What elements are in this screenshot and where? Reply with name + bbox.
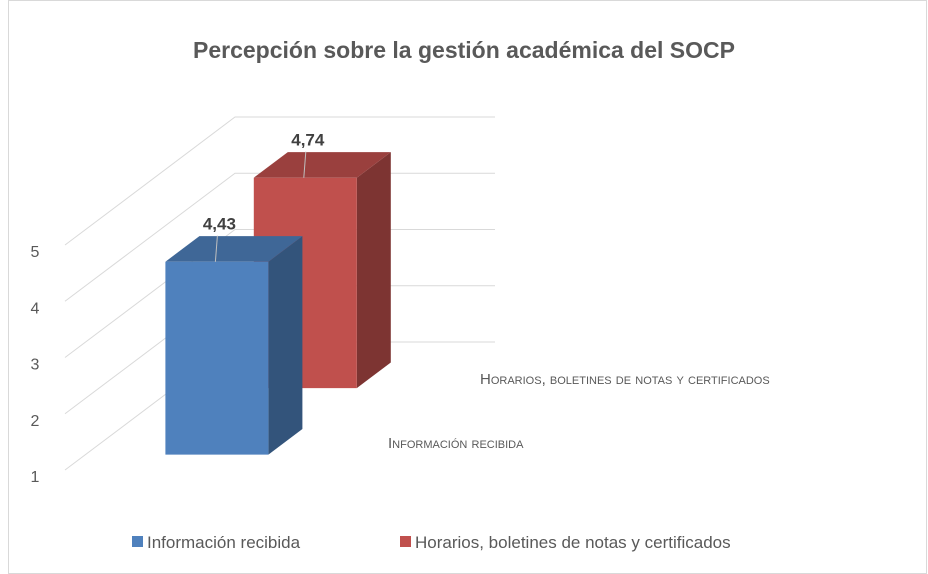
depth-axis-label: Información recibida <box>388 435 524 452</box>
bar-top <box>253 152 391 178</box>
bar-side <box>356 152 391 389</box>
legend-swatch <box>400 536 411 547</box>
legend-swatch <box>132 536 143 547</box>
data-label: 4,43 <box>203 215 236 234</box>
chart-border <box>8 0 927 574</box>
bar-side <box>268 236 303 455</box>
grid-line <box>64 116 495 246</box>
grid-line <box>64 229 495 358</box>
bar <box>165 236 303 455</box>
y-tick-label: 2 <box>31 413 40 430</box>
y-tick-label: 5 <box>31 244 40 261</box>
chart-title: Percepción sobre la gestión académica de… <box>193 37 735 63</box>
grid-line <box>64 172 495 302</box>
depth-axis-label: Horarios, boletines de notas y certifica… <box>480 371 770 388</box>
legend-label: Información recibida <box>147 533 301 552</box>
bar-top <box>165 236 303 262</box>
leader-line <box>303 151 307 178</box>
data-label: 4,74 <box>291 131 325 150</box>
legend-label: Horarios, boletines de notas y certifica… <box>415 533 731 552</box>
y-tick-label: 4 <box>31 300 40 317</box>
bar-front <box>165 261 269 455</box>
y-tick-label: 1 <box>31 469 40 486</box>
y-tick-label: 3 <box>31 357 40 374</box>
leader-line <box>214 235 218 262</box>
